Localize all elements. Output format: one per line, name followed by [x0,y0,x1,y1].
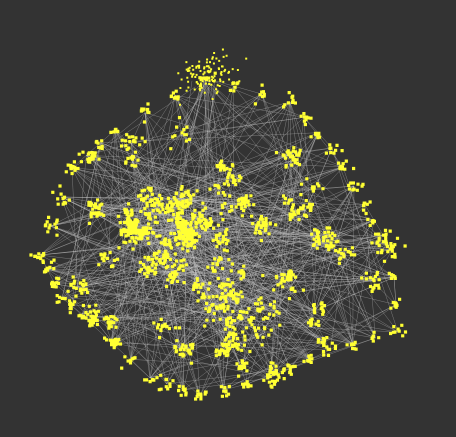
node-markers[interactable] [29,48,408,401]
graph-nodes[interactable] [29,48,408,401]
